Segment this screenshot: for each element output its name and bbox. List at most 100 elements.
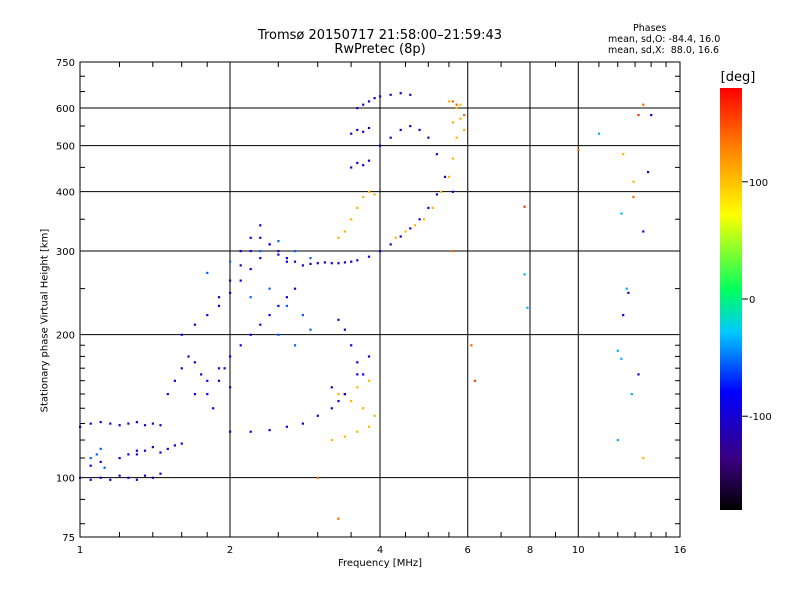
data-point: [343, 435, 346, 438]
data-point: [277, 250, 280, 253]
data-point: [447, 100, 451, 103]
data-point: [259, 224, 262, 227]
data-point: [217, 304, 221, 307]
data-point: [523, 273, 526, 276]
data-point: [418, 218, 421, 221]
data-point: [229, 355, 232, 358]
data-point: [642, 230, 645, 233]
data-point: [301, 264, 304, 267]
data-point: [316, 414, 319, 417]
data-point: [367, 100, 371, 103]
data-point: [350, 344, 353, 347]
y-tick-label: 200: [56, 331, 75, 342]
data-point: [459, 103, 462, 106]
data-point: [451, 250, 454, 253]
data-point: [285, 425, 288, 428]
data-point: [337, 318, 340, 321]
data-point: [229, 260, 232, 263]
data-point: [143, 474, 147, 477]
data-point: [330, 262, 333, 265]
data-point: [362, 195, 365, 199]
x-tick-label: 8: [527, 545, 533, 556]
data-point: [99, 460, 102, 463]
data-point: [200, 373, 203, 376]
x-tick-label: 16: [674, 545, 687, 556]
data-point: [356, 128, 359, 131]
data-point: [367, 255, 371, 258]
data-point: [337, 400, 340, 403]
data-point: [277, 333, 280, 336]
data-point: [577, 148, 580, 151]
data-point: [151, 446, 154, 449]
data-point: [127, 453, 130, 456]
data-point: [109, 422, 112, 425]
data-point: [166, 393, 169, 396]
data-point: [259, 250, 262, 253]
data-point: [135, 449, 138, 452]
data-point: [413, 224, 417, 227]
data-point: [173, 379, 176, 382]
chart-title-line1: Tromsø 20150717 21:58:00–21:59:43: [257, 28, 503, 43]
data-point: [135, 421, 138, 424]
phases-title: Phases: [633, 23, 667, 34]
data-point: [337, 262, 340, 265]
data-point: [343, 261, 346, 264]
data-point: [632, 180, 635, 183]
data-point: [343, 393, 346, 396]
phases-o-stats: mean, sd,O: -84.4, 16.0: [608, 34, 721, 45]
data-point: [277, 304, 280, 307]
data-point: [399, 128, 402, 131]
data-point: [409, 227, 412, 230]
data-point: [443, 175, 447, 178]
data-point: [350, 218, 353, 221]
data-point: [362, 103, 365, 106]
data-point: [99, 476, 102, 479]
data-point: [463, 114, 466, 117]
data-point: [343, 230, 346, 233]
data-point: [447, 175, 451, 178]
data-point: [647, 171, 650, 174]
data-point: [616, 439, 619, 442]
data-point: [470, 344, 473, 347]
data-point: [463, 128, 466, 131]
data-point: [239, 250, 242, 253]
data-point: [473, 379, 476, 382]
data-point: [389, 136, 392, 139]
x-tick-label: 6: [465, 545, 471, 556]
y-tick-label: 75: [62, 533, 75, 544]
data-point: [379, 250, 382, 253]
data-point: [367, 425, 371, 428]
data-point: [89, 422, 92, 425]
data-point: [293, 250, 297, 253]
data-point: [356, 373, 359, 376]
data-point: [637, 114, 640, 117]
data-point: [143, 449, 147, 452]
data-point: [630, 393, 633, 396]
data-point: [277, 253, 280, 256]
data-point: [301, 314, 304, 317]
data-point: [622, 153, 625, 156]
data-point: [285, 304, 288, 307]
data-point: [451, 157, 454, 160]
data-point: [330, 439, 333, 442]
data-point: [337, 236, 340, 239]
data-point: [373, 97, 376, 100]
data-point: [642, 457, 645, 460]
data-point: [99, 447, 102, 450]
colorbar-ticks: 100 0 -100: [742, 178, 772, 423]
data-point: [435, 193, 438, 196]
data-point: [206, 271, 209, 274]
colorbar-unit-label: [deg]: [720, 70, 756, 85]
data-point: [293, 344, 297, 347]
data-point: [427, 136, 430, 139]
data-point: [362, 130, 365, 133]
data-point: [268, 314, 271, 317]
data-point: [642, 103, 645, 106]
data-point: [620, 357, 623, 360]
data-point: [350, 260, 353, 263]
data-point: [362, 373, 365, 376]
data-point: [293, 287, 297, 290]
data-point: [127, 476, 130, 479]
data-point: [259, 323, 262, 326]
